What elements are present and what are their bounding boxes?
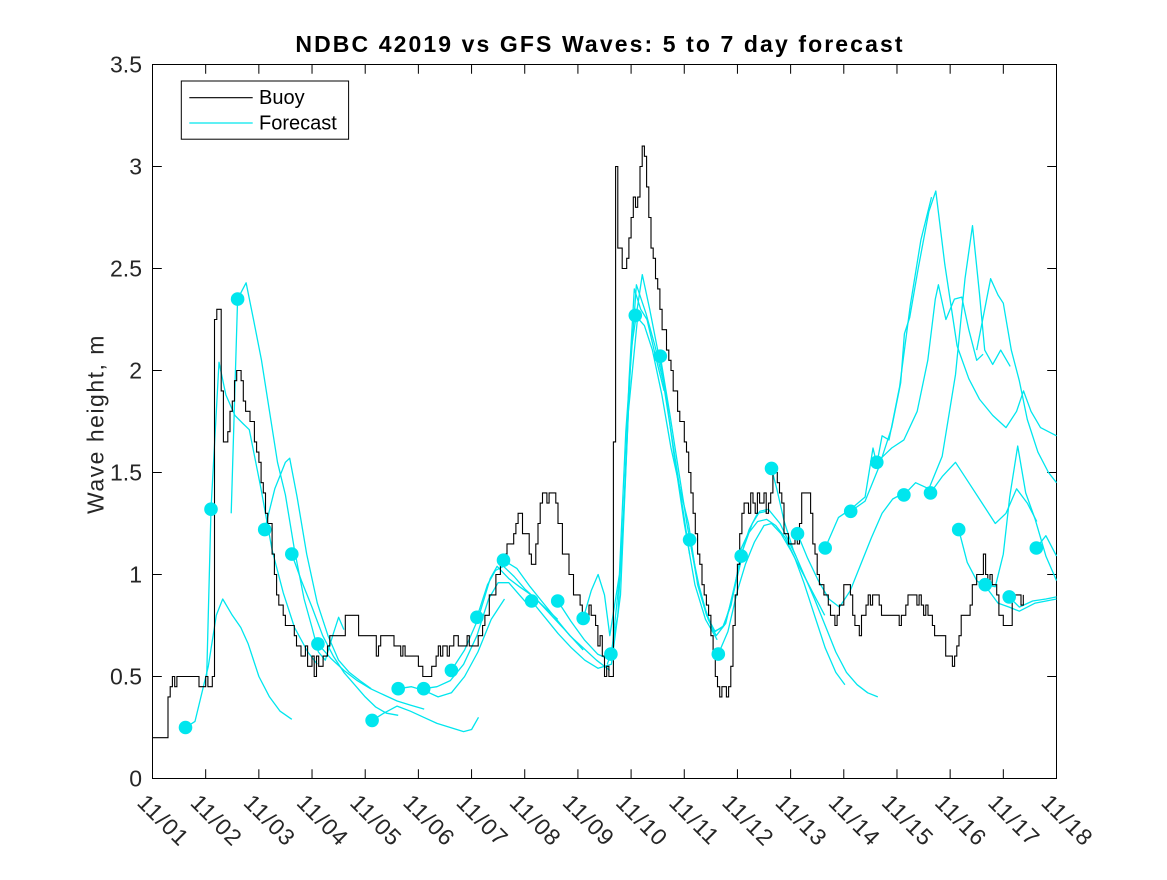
svg-text:Forecast: Forecast — [259, 113, 337, 135]
svg-text:3: 3 — [129, 154, 142, 180]
svg-text:0: 0 — [129, 766, 142, 792]
svg-text:NDBC 42019 vs GFS Waves: 5 to: NDBC 42019 vs GFS Waves: 5 to 7 day fore… — [295, 31, 904, 57]
svg-text:0.5: 0.5 — [110, 664, 142, 690]
svg-text:1.5: 1.5 — [110, 460, 142, 486]
svg-text:2: 2 — [129, 358, 142, 384]
svg-text:Wave height, m: Wave height, m — [83, 334, 109, 514]
svg-text:3.5: 3.5 — [110, 52, 142, 78]
svg-text:2.5: 2.5 — [110, 256, 142, 282]
svg-text:1: 1 — [129, 562, 142, 588]
svg-text:Buoy: Buoy — [259, 87, 305, 109]
